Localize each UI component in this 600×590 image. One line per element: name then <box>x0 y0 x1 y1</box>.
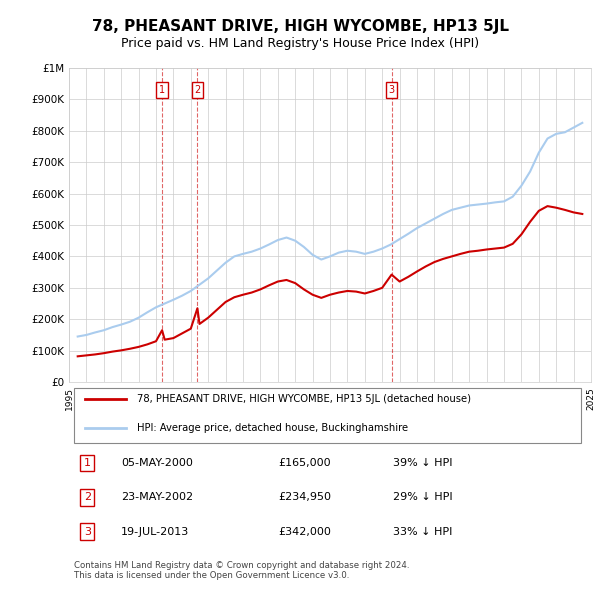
Text: Contains HM Land Registry data © Crown copyright and database right 2024.
This d: Contains HM Land Registry data © Crown c… <box>74 560 410 580</box>
Text: 3: 3 <box>84 527 91 536</box>
Text: 33% ↓ HPI: 33% ↓ HPI <box>392 527 452 536</box>
Text: 78, PHEASANT DRIVE, HIGH WYCOMBE, HP13 5JL: 78, PHEASANT DRIVE, HIGH WYCOMBE, HP13 5… <box>91 19 509 34</box>
Text: 29% ↓ HPI: 29% ↓ HPI <box>392 492 452 502</box>
Text: 39% ↓ HPI: 39% ↓ HPI <box>392 458 452 468</box>
Text: Price paid vs. HM Land Registry's House Price Index (HPI): Price paid vs. HM Land Registry's House … <box>121 37 479 50</box>
Text: 2: 2 <box>194 85 200 95</box>
Text: 05-MAY-2000: 05-MAY-2000 <box>121 458 193 468</box>
Text: 1: 1 <box>84 458 91 468</box>
Text: HPI: Average price, detached house, Buckinghamshire: HPI: Average price, detached house, Buck… <box>137 422 408 432</box>
Text: 23-MAY-2002: 23-MAY-2002 <box>121 492 193 502</box>
FancyBboxPatch shape <box>74 388 581 442</box>
Text: £342,000: £342,000 <box>278 527 331 536</box>
Text: 78, PHEASANT DRIVE, HIGH WYCOMBE, HP13 5JL (detached house): 78, PHEASANT DRIVE, HIGH WYCOMBE, HP13 5… <box>137 394 471 404</box>
Text: £234,950: £234,950 <box>278 492 331 502</box>
Text: £165,000: £165,000 <box>278 458 331 468</box>
Text: 3: 3 <box>389 85 395 95</box>
Text: 1: 1 <box>159 85 165 95</box>
Text: 19-JUL-2013: 19-JUL-2013 <box>121 527 190 536</box>
Text: 2: 2 <box>84 492 91 502</box>
